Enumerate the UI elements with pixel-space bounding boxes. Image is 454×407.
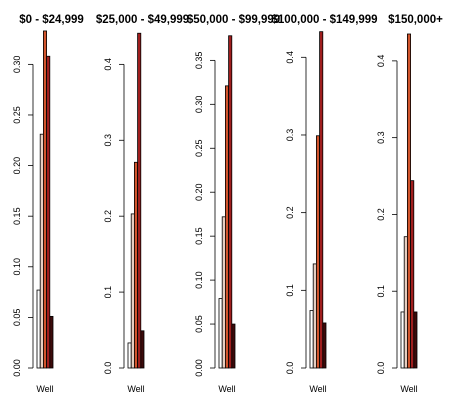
y-tick-label: 0.3 (103, 134, 113, 147)
bar-3 (43, 30, 48, 369)
y-tick-label: 0.00 (12, 359, 22, 377)
bar-5 (413, 311, 418, 369)
y-tick-label: 0.2 (285, 206, 295, 219)
bar-2 (403, 236, 408, 369)
chart-panel-3: $50,000 - $99,999 0.00 0.05 0.10 0.15 0.20 0.2… (187, 14, 280, 394)
chart-panel-1: $0 - $24,999 0.00 0.05 0.10 0.15 0.20 0.25 0.30… (12, 14, 84, 394)
bar-4 (46, 55, 51, 369)
bar-3 (406, 33, 411, 369)
bar-3 (133, 161, 138, 369)
bar-2 (221, 216, 226, 369)
y-tick-label: 0.20 (194, 183, 204, 201)
x-axis-label: Well (309, 384, 326, 394)
y-tick-label: 0.10 (194, 271, 204, 289)
bar-2 (39, 133, 44, 369)
y-tick-label: 0.2 (103, 210, 113, 223)
panel-title: $100,000 - $149,999 (271, 14, 377, 26)
panel-title: $150,000+ (388, 14, 443, 26)
bar-5 (231, 323, 236, 369)
bar-1 (218, 298, 223, 369)
y-tick-label: 0.30 (194, 96, 204, 114)
y-tick-label: 0.1 (376, 285, 386, 298)
y-tick-label: 0.00 (194, 359, 204, 377)
bar-3 (224, 85, 229, 369)
chart-panel-5: $150,000+ 0.0 0.1 0.2 0.3 0.4 Well (376, 14, 443, 394)
bar-4 (137, 32, 142, 369)
y-tick-label: 0.4 (285, 51, 295, 64)
bar-1 (36, 289, 41, 369)
x-axis-label: Well (400, 384, 417, 394)
y-tick-label: 0.25 (194, 139, 204, 157)
y-tick-label: 0.10 (12, 258, 22, 276)
bar-5 (322, 322, 327, 369)
bar-5 (49, 315, 54, 369)
bar-1 (309, 310, 314, 369)
y-tick-label: 0.0 (285, 362, 295, 375)
x-axis-label: Well (36, 384, 53, 394)
y-tick-label: 0.0 (103, 362, 113, 375)
y-tick-label: 0.3 (285, 129, 295, 142)
y-tick-label: 0.4 (103, 58, 113, 71)
bar-4 (319, 31, 324, 369)
y-tick-label: 0.1 (285, 284, 295, 297)
panel-title: $0 - $24,999 (19, 14, 84, 26)
bar-1 (400, 311, 405, 369)
y-tick-label: 0.15 (194, 227, 204, 245)
bar-2 (312, 263, 317, 369)
y-tick-label: 0.2 (376, 208, 386, 221)
panel-title: $25,000 - $49,999 (96, 14, 189, 26)
chart-panel-4: $100,000 - $149,999 0.0 0.1 0.2 0.3 0.4 Well (271, 14, 377, 394)
bar-5 (140, 330, 145, 369)
x-axis-label: Well (127, 384, 144, 394)
y-tick-label: 0.1 (103, 286, 113, 299)
chart-panel-2: $25,000 - $49,999 0.0 0.1 0.2 0.3 0.4 Well (96, 14, 189, 394)
y-tick-label: 0.35 (194, 52, 204, 70)
bar-4 (410, 180, 415, 369)
y-tick-label: 0.4 (376, 55, 386, 68)
bar-2 (130, 213, 135, 369)
bar-4 (228, 35, 233, 369)
y-tick-label: 0.05 (12, 309, 22, 327)
y-tick-label: 0.05 (194, 315, 204, 333)
bar-3 (315, 135, 320, 369)
y-tick-label: 0.20 (12, 157, 22, 175)
y-tick-label: 0.0 (376, 362, 386, 375)
y-tick-label: 0.15 (12, 207, 22, 225)
y-tick-label: 0.3 (376, 131, 386, 144)
panel-title: $50,000 - $99,999 (187, 14, 280, 26)
y-tick-label: 0.30 (12, 56, 22, 74)
y-tick-label: 0.25 (12, 106, 22, 124)
x-axis-label: Well (218, 384, 235, 394)
bar-1 (127, 342, 132, 369)
